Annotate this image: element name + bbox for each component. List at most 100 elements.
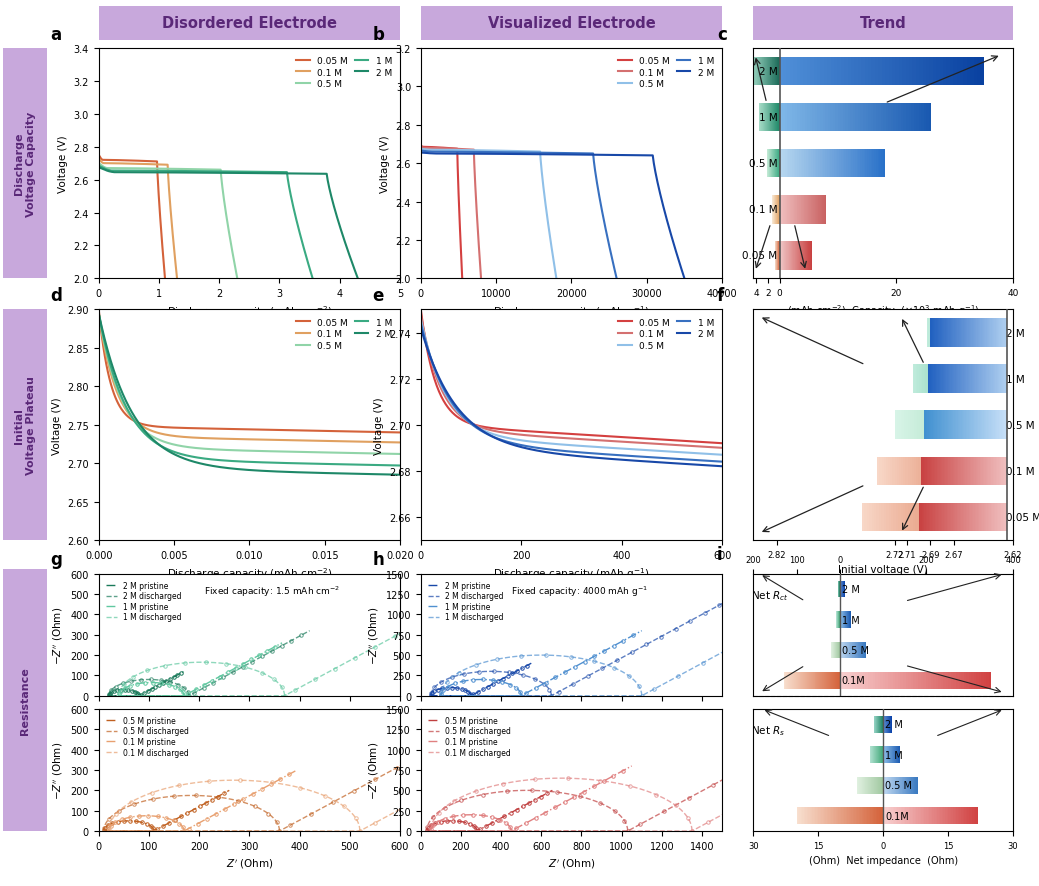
Bar <box>858 150 860 178</box>
Bar <box>959 457 962 486</box>
Bar <box>880 672 883 689</box>
Bar <box>850 807 851 824</box>
Bar <box>960 365 961 393</box>
Bar <box>916 104 918 132</box>
Bar <box>927 503 930 532</box>
Bar <box>926 365 927 393</box>
2 M pristine <box>132 689 144 700</box>
Bar <box>899 411 901 439</box>
Bar <box>858 58 861 86</box>
Bar <box>998 457 1000 486</box>
Bar <box>1004 503 1006 532</box>
Bar <box>953 365 955 393</box>
Bar <box>981 58 984 86</box>
Bar <box>960 319 962 347</box>
Bar <box>881 457 884 486</box>
Bar <box>843 807 844 824</box>
Bar <box>956 319 958 347</box>
Bar <box>985 319 987 347</box>
Bar <box>967 319 968 347</box>
Bar <box>915 807 916 824</box>
Bar <box>932 365 933 393</box>
Bar <box>949 319 950 347</box>
Bar <box>862 503 864 532</box>
Text: Net $R_{s}$: Net $R_{s}$ <box>750 724 785 738</box>
Bar <box>977 457 979 486</box>
2 M pristine <box>464 691 477 702</box>
1 M pristine <box>512 685 525 696</box>
Legend: 2 M pristine, 2 M discharged, 1 M pristine, 1 M discharged: 2 M pristine, 2 M discharged, 1 M pristi… <box>425 578 507 625</box>
Bar <box>940 411 941 439</box>
Bar <box>962 319 963 347</box>
Bar <box>865 807 868 824</box>
0.5 M pristine <box>539 789 552 799</box>
Text: 1 M: 1 M <box>885 750 903 760</box>
Bar <box>977 58 981 86</box>
Bar <box>901 104 904 132</box>
Bar <box>978 365 980 393</box>
Bar <box>957 319 959 347</box>
Bar <box>966 457 968 486</box>
0.1 M discharged <box>103 826 115 836</box>
Bar <box>1005 365 1006 393</box>
Bar <box>875 672 878 689</box>
Bar <box>981 411 983 439</box>
Bar <box>942 457 944 486</box>
Bar <box>1006 411 1007 439</box>
Bar <box>818 104 820 132</box>
Bar <box>923 457 925 486</box>
Bar <box>818 150 820 178</box>
Bar <box>938 672 941 689</box>
Bar <box>967 365 969 393</box>
Bar <box>873 672 875 689</box>
Bar <box>936 503 938 532</box>
Bar <box>935 503 936 532</box>
Bar <box>996 411 997 439</box>
Bar <box>1003 411 1005 439</box>
Bar <box>988 503 990 532</box>
Bar <box>871 104 873 132</box>
Bar <box>879 503 881 532</box>
Text: 1 M: 1 M <box>842 615 859 625</box>
Bar <box>921 503 922 532</box>
Bar <box>938 365 939 393</box>
Bar <box>869 150 871 178</box>
Bar <box>930 365 932 393</box>
1 M pristine <box>515 691 528 702</box>
Bar <box>968 807 970 824</box>
Bar <box>974 672 977 689</box>
Bar <box>978 503 981 532</box>
1 M discharged <box>888 555 901 565</box>
Bar <box>912 411 913 439</box>
2 M pristine <box>443 682 455 693</box>
Bar <box>874 503 877 532</box>
Bar <box>981 411 982 439</box>
Bar <box>907 807 908 824</box>
Bar <box>848 58 851 86</box>
Bar <box>923 457 924 486</box>
Bar <box>898 807 899 824</box>
Bar <box>998 319 1000 347</box>
Bar <box>824 807 825 824</box>
Bar <box>967 319 968 347</box>
Bar <box>976 503 978 532</box>
Bar <box>939 503 941 532</box>
Bar <box>873 150 874 178</box>
Text: 2 M: 2 M <box>758 66 777 77</box>
0.5 M discharged <box>896 678 908 688</box>
Bar <box>809 150 811 178</box>
Bar <box>960 457 961 486</box>
Bar <box>871 672 873 689</box>
X-axis label: Discharge capacity (mAh g$^{-1}$): Discharge capacity (mAh g$^{-1}$) <box>494 304 649 320</box>
Bar <box>925 807 926 824</box>
Bar <box>964 503 966 532</box>
Bar <box>956 319 957 347</box>
Bar <box>893 457 895 486</box>
Bar <box>1004 411 1006 439</box>
Bar <box>991 319 992 347</box>
Y-axis label: Voltage (V): Voltage (V) <box>52 397 61 454</box>
Bar <box>964 411 966 439</box>
Bar <box>846 104 848 132</box>
Bar <box>872 503 874 532</box>
Bar <box>843 104 846 132</box>
